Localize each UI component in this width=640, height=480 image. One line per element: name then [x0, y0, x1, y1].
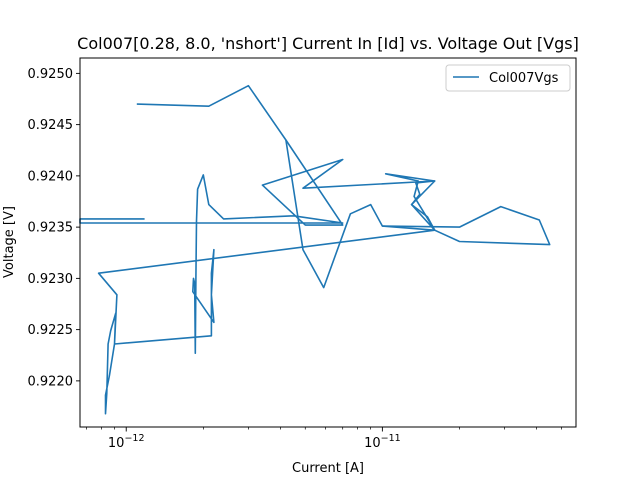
y-tick-label: 0.9240 [28, 169, 74, 184]
data-lines [79, 84, 551, 415]
x-axis-label: Current [A] [292, 461, 364, 476]
y-tick-label: 0.9225 [28, 323, 74, 338]
y-axis: 0.9220 0.9225 0.9230 0.9235 0.9240 0.9245 0.92… [28, 67, 80, 389]
legend-label: Col007Vgs [489, 71, 559, 86]
series-line-2 [382, 205, 551, 246]
legend: Col007Vgs [445, 64, 571, 92]
y-tick-label: 0.9230 [28, 272, 74, 287]
y-tick-label: 0.9235 [28, 221, 74, 236]
series-line-0 [79, 84, 436, 415]
plot-area-frame [79, 57, 577, 428]
legend-box [445, 64, 571, 92]
y-tick-label: 0.9245 [28, 118, 74, 133]
chart-title: Col007[0.28, 8.0, 'nshort'] Current In [… [77, 34, 579, 53]
y-tick-label: 0.9220 [28, 374, 74, 389]
y-axis-label: Voltage [V] [2, 206, 17, 278]
y-tick-label: 0.9250 [28, 67, 74, 82]
